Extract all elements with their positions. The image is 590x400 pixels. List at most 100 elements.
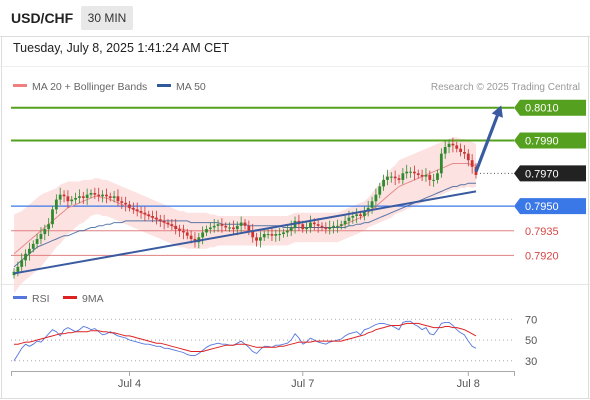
candle-body [54, 199, 58, 210]
candle-body [205, 229, 208, 233]
candle-body [158, 219, 162, 221]
candle-body [189, 235, 193, 239]
candle-body [135, 209, 139, 212]
candle-body [43, 229, 47, 235]
instrument-title: USD/CHF [11, 10, 74, 26]
candle-body [232, 227, 235, 230]
candle-body [243, 222, 247, 226]
rsi-tick-50: 50 [525, 335, 537, 347]
candle-body [208, 227, 212, 230]
candle-body [312, 222, 316, 225]
candle-body [255, 237, 258, 241]
candle-body [432, 179, 436, 181]
candle-body [139, 211, 143, 213]
legend-ma50-swatch [157, 84, 171, 87]
candle-body [343, 220, 347, 225]
candle-body [155, 217, 158, 220]
candle-body [166, 222, 170, 225]
candle-body [420, 174, 424, 177]
candle-body [443, 147, 447, 154]
candle-body [289, 227, 293, 231]
candle-body [339, 224, 343, 226]
candle-body [185, 232, 189, 236]
candle-body [120, 201, 124, 203]
candle-body [320, 225, 324, 228]
candle-body [247, 225, 251, 231]
header-bar: USD/CHF 30 MIN [0, 0, 590, 36]
candle-body [455, 145, 459, 149]
candle-body [259, 237, 262, 241]
candle-body [101, 194, 104, 197]
x-tick-label-0: Jul 4 [118, 378, 141, 390]
candle-body [162, 220, 166, 223]
rsi-line [13, 320, 477, 362]
candle-body [405, 171, 409, 174]
candle-body [301, 224, 305, 230]
level-flag-0-7970 [514, 165, 586, 182]
candle-body [324, 227, 328, 230]
candle-body [447, 143, 451, 148]
candle-body [355, 214, 359, 216]
candle-body [16, 266, 20, 272]
candle-body [74, 197, 77, 200]
candle-body [51, 209, 54, 225]
candle-body [108, 196, 112, 198]
projection-arrow-head [491, 105, 503, 118]
candle-body [170, 224, 174, 226]
candle-body [336, 225, 339, 227]
candle-body [89, 193, 93, 195]
candle-body [366, 207, 370, 212]
candle-body [116, 196, 120, 202]
projection-arrow-line [474, 110, 501, 173]
level-label-0-8010: 0.8010 [525, 103, 559, 115]
legend-rsi-label: RSI [32, 293, 50, 305]
candle-body [262, 234, 266, 238]
candle-body [332, 225, 335, 228]
candle-body [182, 230, 185, 233]
level-flag-0-8010 [514, 99, 586, 116]
candle-body [386, 176, 389, 180]
candle-body [416, 173, 420, 175]
candle-body [143, 212, 147, 215]
candle-body [374, 194, 378, 202]
candle-body [62, 194, 66, 197]
candle-body [382, 179, 385, 187]
candle-body [24, 253, 27, 261]
candle-body [85, 194, 89, 198]
candle-body [58, 194, 62, 200]
candle-body [228, 227, 231, 229]
candle-body [282, 232, 285, 235]
x-tick-label-2: Jul 8 [457, 378, 480, 390]
candle-body [351, 216, 355, 218]
rsi-tick-70: 70 [525, 314, 537, 326]
candle-body [212, 225, 216, 228]
candle-body [78, 196, 81, 198]
x-tick-label-1: Jul 7 [291, 378, 314, 390]
candle-body [378, 186, 382, 195]
candle-body [97, 194, 101, 197]
candle-body [305, 227, 308, 230]
legend-ma50-label: MA 50 [176, 81, 206, 93]
candle-body [428, 174, 432, 180]
candle-body [251, 230, 255, 238]
candle-body [328, 227, 332, 230]
candle-body [47, 224, 51, 230]
candle-body [93, 193, 97, 195]
legend-bollinger-label: MA 20 + Bollinger Bands [32, 81, 147, 93]
candle-body [459, 148, 462, 152]
candle-body [436, 173, 439, 180]
candle-body [362, 211, 366, 216]
level-flag-0-7990 [514, 132, 586, 149]
candle-body [201, 232, 205, 238]
candle-body [278, 234, 282, 236]
candle-body [124, 202, 128, 205]
legend-bollinger-swatch [13, 84, 27, 87]
candle-body [220, 224, 224, 226]
candle-body [266, 234, 270, 236]
candle-body [274, 234, 278, 236]
timeframe-button[interactable]: 30 MIN [81, 6, 133, 30]
candle-body [270, 234, 274, 236]
candle-body [66, 196, 70, 202]
trend-line [13, 190, 477, 275]
candle-body [105, 194, 108, 197]
